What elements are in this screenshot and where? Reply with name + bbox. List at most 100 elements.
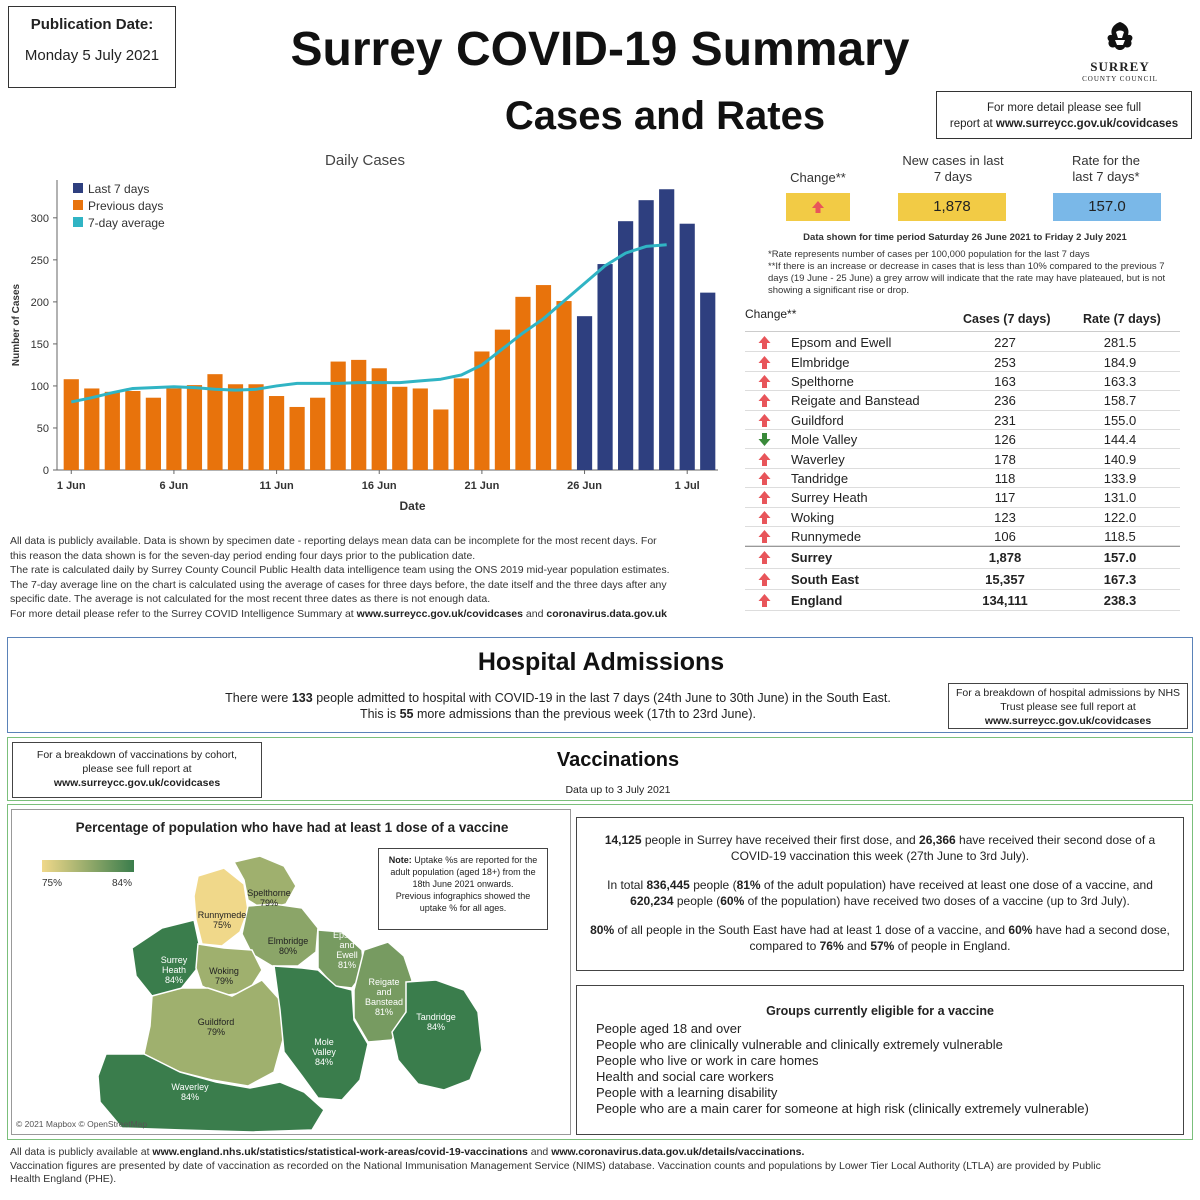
- bottom-link-nhs[interactable]: www.england.nhs.uk/statistics/statistica…: [152, 1146, 528, 1158]
- y-axis-label: Number of Cases: [11, 283, 22, 366]
- bar-8-jun: [207, 374, 223, 470]
- kpi-new-cases-value: 1,878: [898, 193, 1006, 221]
- up-arrow-icon: [758, 471, 771, 485]
- vaccination-box-line2: please see full report at: [82, 763, 192, 775]
- map-label-spelthorne: Spelthorne 79%: [247, 888, 291, 908]
- row-name: Woking: [791, 509, 835, 525]
- se-first-pct: 80%: [590, 923, 615, 937]
- y-tick-label: 200: [31, 297, 49, 309]
- change-arrow: [757, 335, 772, 353]
- list-item: People with a learning disability: [596, 1085, 778, 1100]
- second-dose-count: 26,366: [919, 833, 956, 847]
- map-area-waverley[interactable]: [97, 1053, 325, 1133]
- rate-note-2-line3: showing a significant rise or drop.: [768, 285, 909, 296]
- stats-p3-e: compared to: [749, 938, 820, 953]
- row-cases: 117: [994, 490, 1016, 506]
- up-arrow-icon: [758, 413, 771, 427]
- stats-para1-line1: 14,125 people in Surrey have received th…: [577, 833, 1183, 849]
- map-title: Percentage of population who have had at…: [75, 820, 509, 835]
- bottom-line1: All data is publicly available at www.en…: [10, 1146, 1190, 1160]
- chart-footnotes: All data is publicly available. Data is …: [10, 534, 730, 621]
- y-tick-label: 300: [31, 213, 49, 225]
- hospital-admissions-diff: 55: [399, 707, 414, 721]
- change-arrow: [757, 355, 772, 373]
- table-row: South East 15,357 167.3: [745, 569, 1180, 590]
- kpi-change-label: Change**: [790, 170, 846, 185]
- legend-swatch-average: [73, 217, 83, 227]
- row-rate: 155.0: [1103, 412, 1137, 428]
- map-area-tandridge[interactable]: [391, 979, 483, 1091]
- up-arrow-icon: [758, 594, 771, 608]
- rate-note-2-line1: **If there is an increase or decrease in…: [768, 261, 1165, 272]
- change-arrow: [757, 413, 772, 431]
- map-area-spelthorne[interactable]: [232, 855, 297, 911]
- row-cases: 15,357: [985, 571, 1025, 587]
- row-rate: 158.7: [1103, 393, 1137, 409]
- bottom-notes: All data is publicly available at www.en…: [10, 1146, 1190, 1187]
- map-area-elmbridge[interactable]: [241, 903, 319, 967]
- table-totals: Surrey 1,878 157.0 South East 15,357 167.3 Eng…: [745, 546, 1180, 612]
- table-row: Surrey 1,878 157.0: [745, 547, 1180, 569]
- first-dose-pct: 81%: [736, 878, 761, 892]
- map-note-box: Note: Uptake %s are reported for the adu…: [378, 848, 548, 930]
- hospital-admissions-section: Hospital Admissions There were 133 peopl…: [7, 637, 1193, 733]
- bottom-link-coronavirus[interactable]: www.coronavirus.data.gov.uk/details/vacc…: [551, 1146, 805, 1158]
- vaccinations-title: Vaccinations: [556, 749, 680, 771]
- bar-7-jun: [186, 385, 203, 470]
- y-tick-label: 0: [43, 465, 49, 477]
- stats-p1-b: people in Surrey have received their fir…: [641, 833, 920, 847]
- bar-20-jun: [453, 378, 469, 470]
- row-name: Tandridge: [791, 470, 849, 486]
- more-detail-link[interactable]: www.surreycc.gov.uk/covidcases: [995, 118, 1179, 130]
- vaccination-box-link[interactable]: www.surreycc.gov.uk/covidcases: [53, 777, 221, 789]
- bar-4-jun: [125, 390, 141, 470]
- list-item: People who are a main carer for someone …: [596, 1101, 1089, 1116]
- stag-icon: [1107, 22, 1133, 50]
- footnote-link-coronavirus[interactable]: coronavirus.data.gov.uk: [546, 607, 667, 620]
- stats-para3-line1: 80% of all people in the South East have…: [577, 923, 1183, 939]
- vaccinations-header: For a breakdown of vaccinations by cohor…: [7, 737, 1193, 801]
- england-first-pct: 76%: [819, 938, 844, 953]
- header-cases: Cases (7 days): [963, 312, 1051, 326]
- change-arrow: [757, 572, 772, 590]
- row-name: Runnymede: [791, 529, 862, 545]
- table-row: Mole Valley 126 144.4: [745, 430, 1180, 450]
- footnote-line6: For more detail please refer to the Surr…: [10, 607, 730, 622]
- kpi-new-cases-label: New cases in last 7 days: [895, 153, 1011, 185]
- up-arrow-icon: [758, 491, 771, 505]
- map-label-reigate-and-banstead: Reigate and Banstead 81%: [365, 977, 403, 1017]
- map-label-waverley: Waverley 84%: [171, 1082, 209, 1102]
- footnote-line6-prefix: For more detail please refer to the Surr…: [10, 607, 357, 620]
- map-label-guildford: Guildford 79%: [198, 1017, 235, 1037]
- table-body: Epsom and Ewell 227 281.5 Elmbridge 253 184.9…: [745, 333, 1180, 547]
- hospital-box-link[interactable]: www.surreycc.gov.uk/covidcases: [984, 715, 1152, 727]
- map-note-text1: Uptake %s are reported for the: [411, 855, 538, 865]
- x-tick-label: 11 Jun: [259, 480, 294, 492]
- x-tick-label: 21 Jun: [464, 480, 499, 492]
- vaccination-stats-panel: 14,125 people in Surrey have received th…: [576, 817, 1184, 971]
- bottom-line3: Health England (PHE).: [10, 1173, 117, 1185]
- row-name: Elmbridge: [791, 354, 850, 370]
- map-area-runnymede[interactable]: [193, 867, 249, 947]
- bar-16-jun: [371, 368, 387, 470]
- total-second-dose: 620,234: [630, 893, 674, 908]
- footnote-line1: All data is publicly available. Data is …: [10, 535, 657, 547]
- map-area-mole-valley[interactable]: [273, 965, 369, 1101]
- kpi-rate-label: Rate for the last 7 days*: [1050, 153, 1162, 185]
- page-subtitle: Cases and Rates: [504, 94, 826, 138]
- hospital-admissions-count: 133: [291, 691, 313, 705]
- bar-28-jun: [618, 221, 634, 470]
- footnote-link-surreycc[interactable]: www.surreycc.gov.uk/covidcases: [356, 607, 523, 620]
- kpi-new-cases-label-2: 7 days: [933, 169, 973, 184]
- bottom-line1-mid: and: [527, 1146, 552, 1158]
- hospital-line1: There were 133 people admitted to hospit…: [168, 690, 948, 706]
- bar-12-jun: [289, 406, 305, 470]
- change-arrow: [757, 490, 772, 508]
- row-cases: 1,878: [988, 550, 1022, 566]
- stats-para2-line2: 620,234 people (60% of the population) h…: [577, 894, 1183, 910]
- bar-3-jun: [104, 391, 120, 470]
- table-row: Tandridge 118 133.9: [745, 469, 1180, 489]
- row-rate: 167.3: [1103, 571, 1137, 587]
- row-rate: 131.0: [1103, 490, 1137, 506]
- rate-note-2-line2: days (19 June - 25 June) a grey arrow wi…: [768, 273, 1166, 284]
